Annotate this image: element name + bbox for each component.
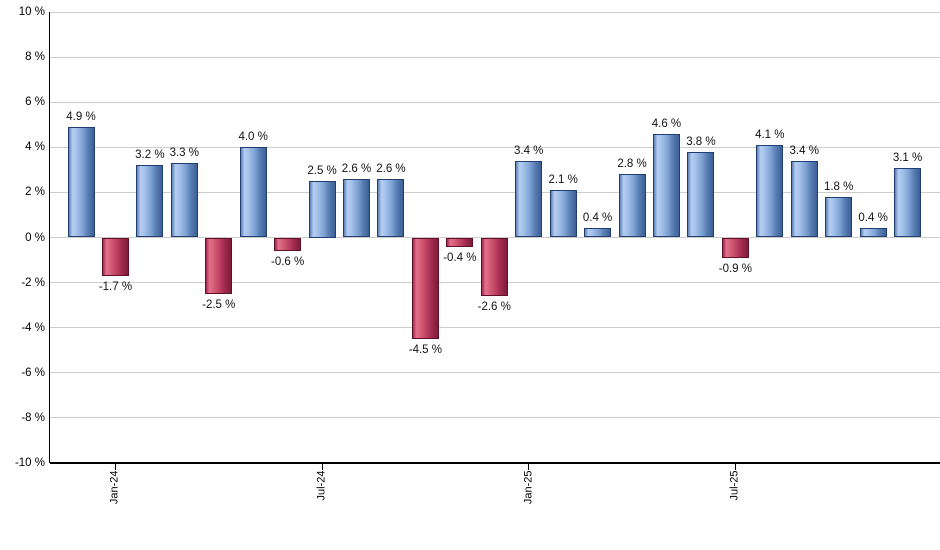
bar[interactable] xyxy=(101,237,129,276)
bar-value-label: -2.5 % xyxy=(202,298,236,311)
bar-value-label: 2.1 % xyxy=(548,174,578,187)
y-axis-tick-label: 0 % xyxy=(25,231,45,244)
x-axis-tick-label: Jul-24 xyxy=(315,470,328,500)
bar-value-label: -0.4 % xyxy=(443,251,477,264)
bar[interactable] xyxy=(790,160,818,238)
gridline xyxy=(50,372,940,374)
y-axis-tick-label: 8 % xyxy=(25,51,45,64)
x-axis-tick xyxy=(734,463,736,470)
y-axis-tick-label: 4 % xyxy=(25,141,45,154)
bar[interactable] xyxy=(136,165,164,238)
bar[interactable] xyxy=(239,147,267,238)
bar-value-label: -4.5 % xyxy=(408,343,443,356)
bar[interactable] xyxy=(446,237,474,247)
gridline xyxy=(50,417,940,419)
bar-value-label: 4.1 % xyxy=(755,129,785,142)
bar[interactable] xyxy=(756,145,784,238)
y-axis-tick-label: 10 % xyxy=(18,6,45,18)
bar-value-label: 2.6 % xyxy=(376,162,406,175)
bar-value-label: 0.4 % xyxy=(582,212,613,225)
y-axis-tick-label: 2 % xyxy=(25,186,45,199)
bar-value-label: 3.4 % xyxy=(789,144,819,157)
bar[interactable] xyxy=(549,190,577,238)
bar-value-label: 4.9 % xyxy=(66,111,96,123)
bar-value-label: 2.6 % xyxy=(341,162,372,175)
bar-value-label: -0.6 % xyxy=(271,256,305,269)
bar[interactable] xyxy=(205,237,233,294)
x-axis-tick xyxy=(528,463,530,470)
bar-value-label: 0.4 % xyxy=(858,212,888,225)
bar-value-label: 3.1 % xyxy=(892,151,923,164)
y-axis-tick-label: -8 % xyxy=(21,411,45,424)
bar[interactable] xyxy=(308,181,336,238)
bar-value-label: -1.7 % xyxy=(98,280,133,293)
bar[interactable] xyxy=(515,160,543,238)
bar[interactable] xyxy=(894,167,922,238)
gridline xyxy=(50,56,940,58)
bar[interactable] xyxy=(170,163,198,238)
bar[interactable] xyxy=(343,178,371,238)
bar-value-label: 3.4 % xyxy=(514,144,544,157)
bar[interactable] xyxy=(687,151,715,238)
y-axis xyxy=(48,12,50,463)
bar[interactable] xyxy=(411,237,439,339)
y-axis-tick-label: 6 % xyxy=(25,96,45,109)
bar-value-label: -2.6 % xyxy=(477,301,511,314)
gridline xyxy=(50,327,940,329)
bar[interactable] xyxy=(859,228,887,238)
x-axis-tick xyxy=(321,463,323,470)
bar[interactable] xyxy=(274,237,302,252)
y-axis-tick-label: -2 % xyxy=(21,276,45,289)
bar[interactable] xyxy=(652,133,680,238)
bar-value-label: 2.8 % xyxy=(617,158,647,171)
bar-value-label: 2.5 % xyxy=(307,165,337,178)
bar-value-label: 4.0 % xyxy=(238,131,268,144)
gridline xyxy=(50,191,940,193)
bar[interactable] xyxy=(480,237,508,297)
y-axis-tick-label: -4 % xyxy=(21,321,45,334)
gridline xyxy=(50,146,940,148)
gridline xyxy=(50,101,940,103)
bar-value-label: 3.3 % xyxy=(169,147,200,160)
bar[interactable] xyxy=(377,178,405,238)
x-axis-tick-label: Jan-25 xyxy=(522,470,535,504)
bar-value-label: 1.8 % xyxy=(823,180,854,193)
bar[interactable] xyxy=(721,237,749,258)
bar[interactable] xyxy=(618,174,646,238)
gridline xyxy=(50,11,940,13)
bar[interactable] xyxy=(584,228,612,238)
bar[interactable] xyxy=(825,196,853,238)
bar-value-label: -0.9 % xyxy=(718,262,752,275)
bar-value-label: 3.8 % xyxy=(686,135,716,148)
y-axis-tick-label: -10 % xyxy=(14,457,45,469)
bar-value-label: 4.6 % xyxy=(651,117,682,130)
bar[interactable] xyxy=(67,127,95,238)
x-axis-tick xyxy=(114,463,116,470)
bar-value-label: 3.2 % xyxy=(135,149,165,162)
y-axis-tick-label: -6 % xyxy=(21,366,45,379)
x-axis-tick-label: Jul-25 xyxy=(728,470,741,500)
x-axis xyxy=(50,462,940,464)
x-axis-tick-label: Jan-24 xyxy=(108,470,121,504)
